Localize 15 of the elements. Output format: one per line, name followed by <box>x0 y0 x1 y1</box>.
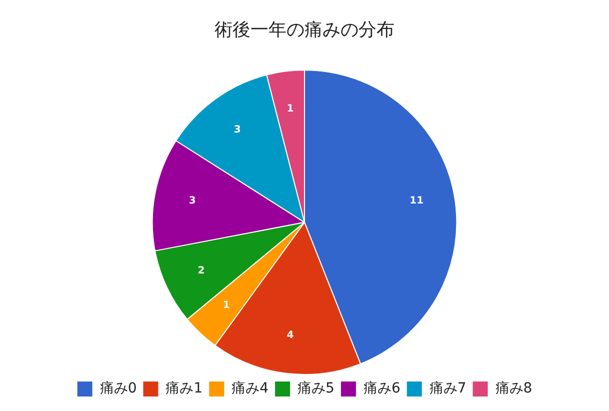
legend-label: 痛み0 <box>100 380 137 397</box>
legend-label: 痛み1 <box>166 380 203 397</box>
data-label: 1 <box>222 300 230 312</box>
data-label: 3 <box>188 196 196 207</box>
legend-label: 痛み8 <box>495 380 532 397</box>
data-label: 3 <box>234 124 241 136</box>
legend-label: 痛み6 <box>363 380 400 397</box>
data-label: 4 <box>286 330 294 342</box>
data-label: 1 <box>286 104 294 115</box>
legend-label: 痛み4 <box>232 380 269 397</box>
data-label: 11 <box>410 196 424 207</box>
data-label: 2 <box>198 265 205 276</box>
chart-title: 術後一年の痛みの分布 <box>214 19 394 40</box>
legend-label: 痛み5 <box>298 380 334 397</box>
legend-label: 痛み7 <box>429 380 466 397</box>
